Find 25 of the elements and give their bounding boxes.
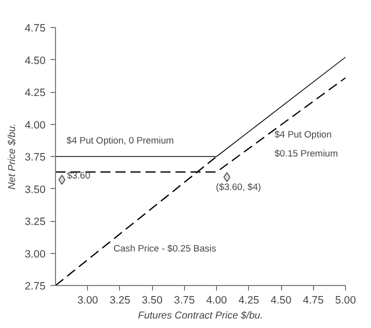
series-label: Cash Price - $0.25 Basis bbox=[114, 244, 216, 254]
y-tick-label: 4.75 bbox=[24, 22, 46, 34]
y-tick-label: 3.00 bbox=[24, 248, 46, 260]
x-tick-label: 3.75 bbox=[174, 294, 195, 306]
y-tick-label: 4.50 bbox=[24, 54, 46, 67]
x-tick-label: 4.00 bbox=[206, 294, 228, 306]
y-tick-label: 3.25 bbox=[24, 216, 46, 228]
x-axis-title: Futures Contract Price $/bu. bbox=[138, 310, 264, 322]
series-label: $4 Put Option, 0 Premium bbox=[66, 136, 174, 146]
x-tick-label: 4.25 bbox=[238, 294, 260, 306]
y-tick-label: 2.75 bbox=[24, 280, 46, 292]
y-tick-label: 3.75 bbox=[24, 152, 46, 164]
x-tick-label: 4.75 bbox=[302, 294, 324, 306]
annotation: ($3.60, $4) bbox=[216, 182, 262, 192]
y-tick-label: 4.00 bbox=[24, 119, 46, 132]
y-axis-title: Net Price $/bu. bbox=[6, 123, 18, 190]
x-tick-label: 3.50 bbox=[142, 294, 163, 306]
x-tick-label: 3.25 bbox=[110, 294, 130, 306]
x-tick-label: 5.00 bbox=[335, 294, 356, 306]
x-tick-label: 4.50 bbox=[270, 294, 292, 306]
y-tick-label: 3.50 bbox=[24, 184, 46, 196]
series-label: $4 Put Option $0.15 Premium bbox=[274, 129, 338, 158]
y-tick-label: 4.25 bbox=[24, 87, 46, 99]
annotation: $3.60 bbox=[66, 170, 90, 181]
x-tick-label: 3.00 bbox=[77, 294, 98, 306]
